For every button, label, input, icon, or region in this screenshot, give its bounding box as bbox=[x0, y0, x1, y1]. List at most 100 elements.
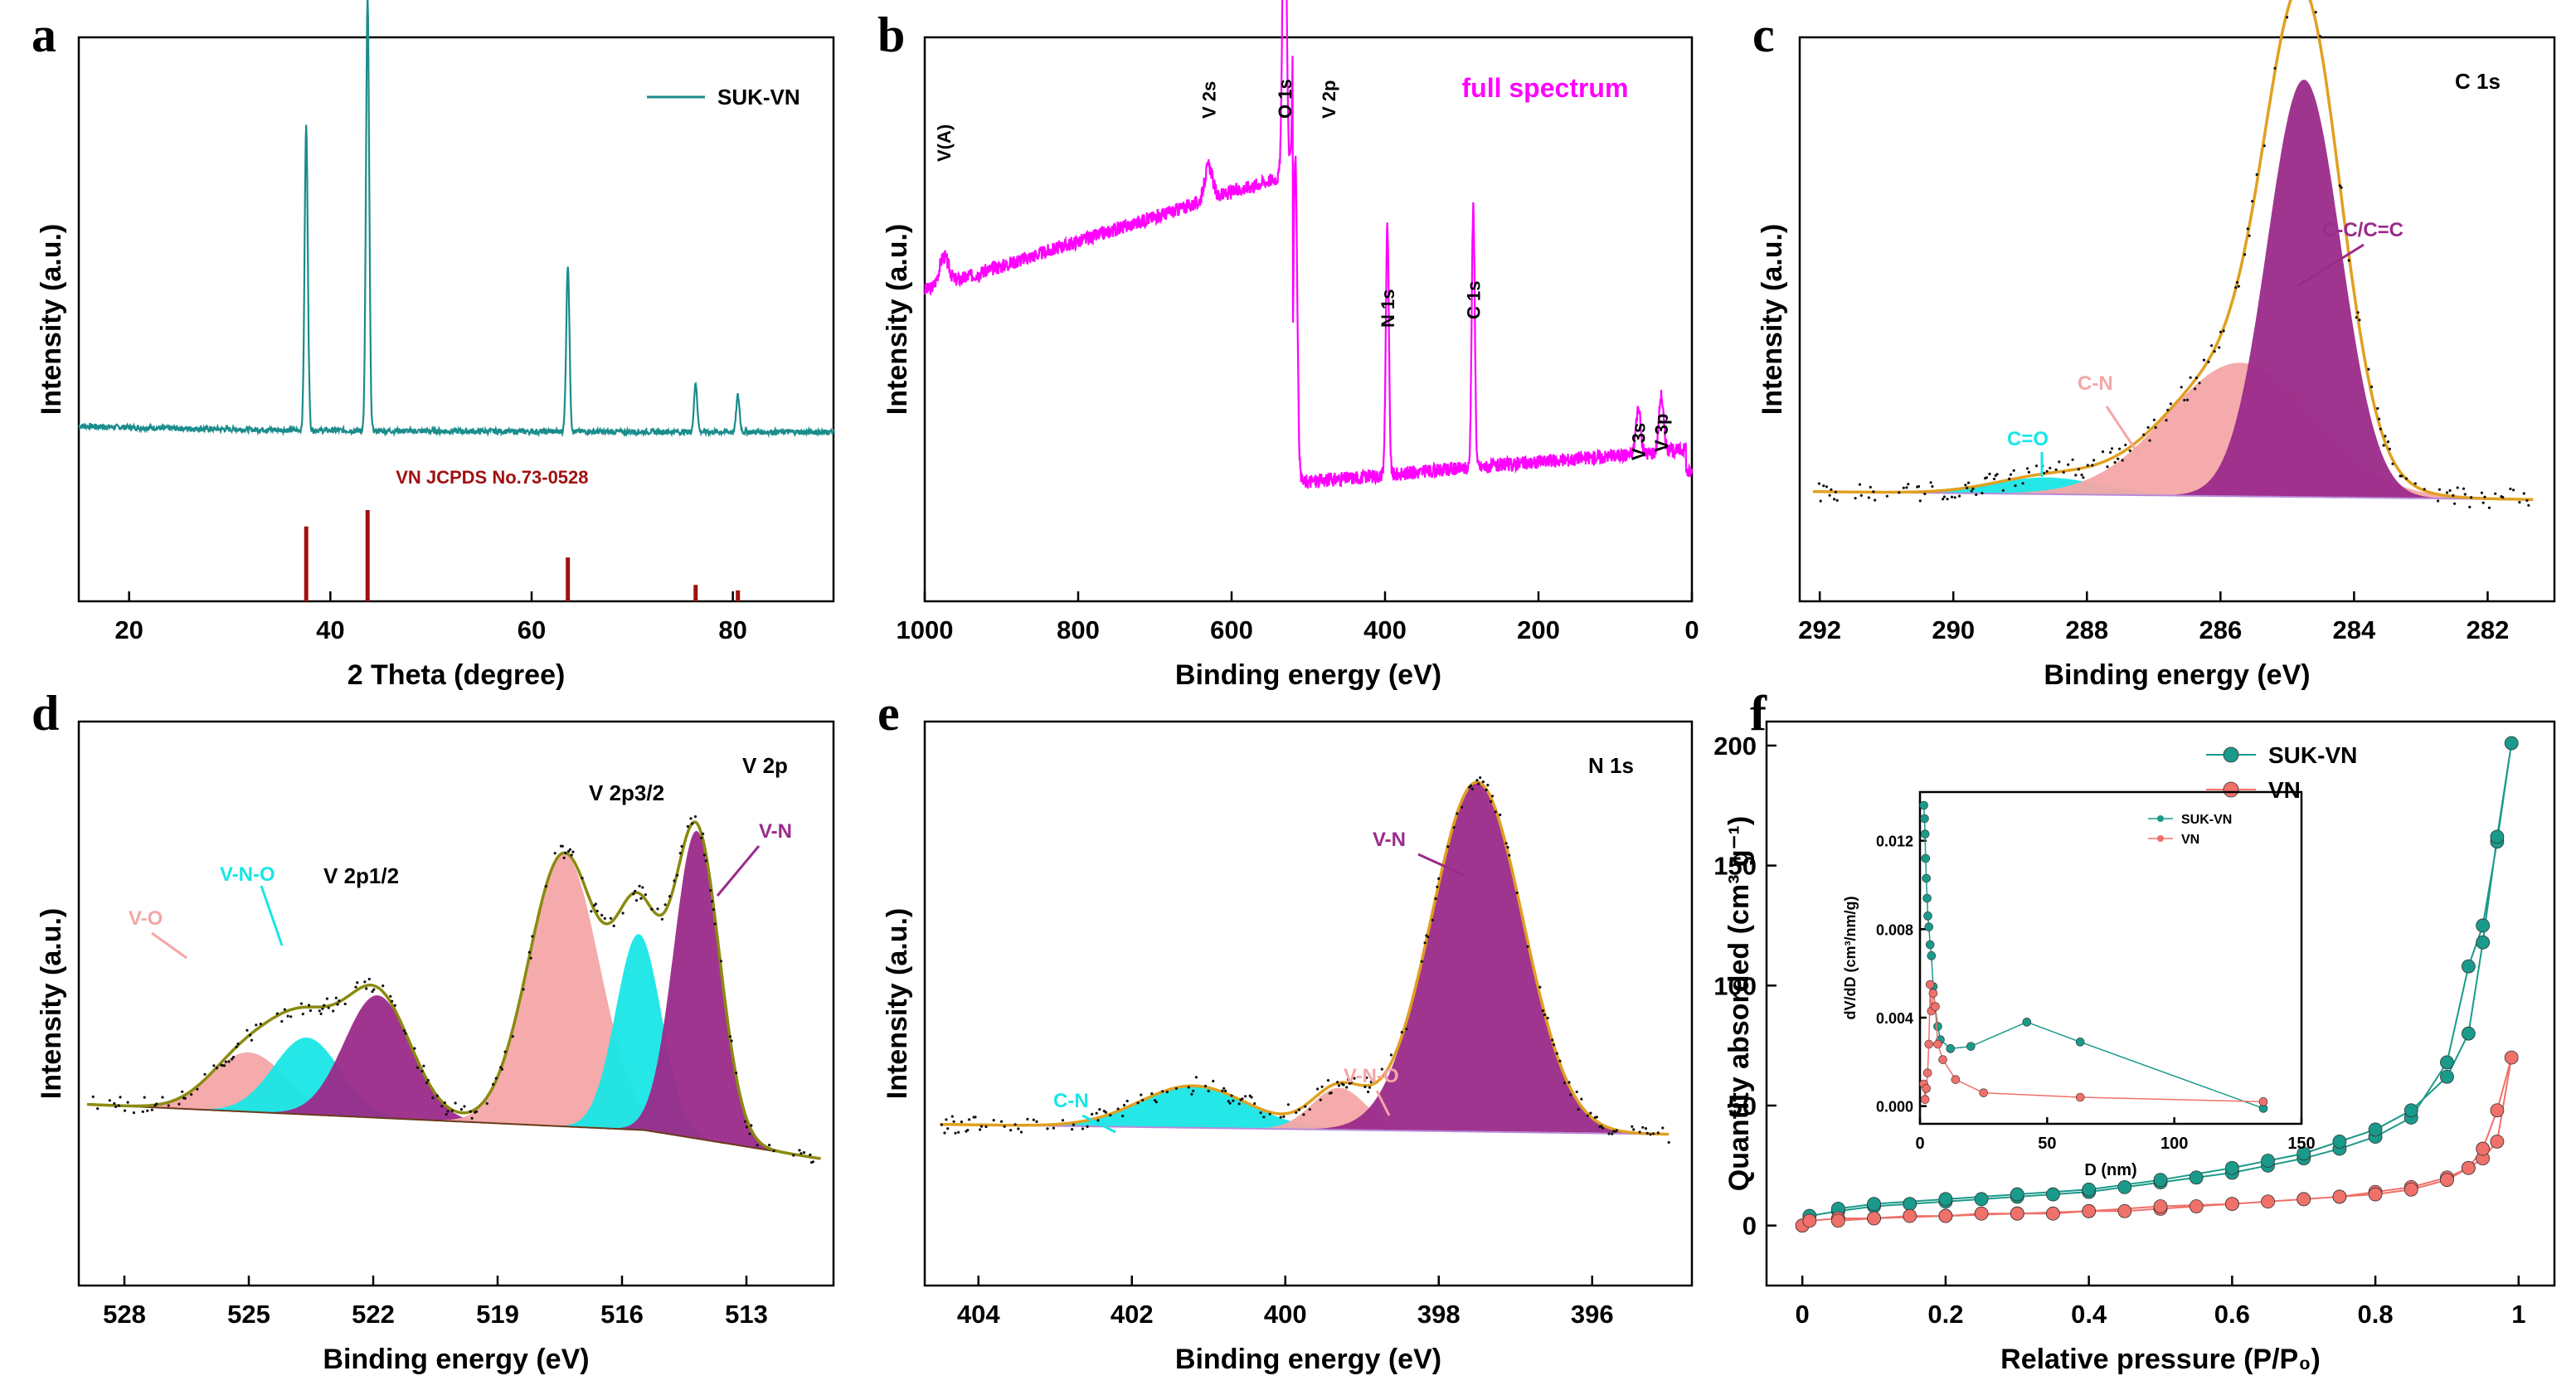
raw-data-point bbox=[1017, 1127, 1020, 1130]
raw-data-point bbox=[1282, 1115, 1286, 1118]
annotation-arrow bbox=[260, 885, 284, 946]
fit-component-v-n bbox=[940, 781, 1670, 1135]
inset-series-point bbox=[1922, 893, 1932, 903]
raw-data-point bbox=[307, 1004, 311, 1007]
raw-data-point bbox=[1481, 780, 1485, 784]
raw-data-point bbox=[327, 1006, 330, 1009]
raw-data-point bbox=[568, 848, 572, 851]
isotherm-point bbox=[2297, 1146, 2311, 1161]
raw-data-point bbox=[1902, 486, 1905, 489]
inset-series-point bbox=[1920, 829, 1930, 839]
raw-data-point bbox=[1437, 877, 1441, 880]
raw-data-point bbox=[2386, 440, 2390, 444]
inset-series-point bbox=[1946, 1044, 1956, 1053]
inset-series-point bbox=[1951, 1075, 1961, 1084]
annotation-arrow bbox=[1081, 1114, 1116, 1134]
raw-data-point bbox=[1347, 1077, 1350, 1082]
annotation-arrow bbox=[2297, 243, 2365, 288]
annotation-arrow bbox=[151, 931, 187, 960]
inset-x-tick-label: 0 bbox=[1915, 1135, 1924, 1153]
raw-data-point bbox=[1907, 483, 1910, 486]
raw-data-point bbox=[1035, 1120, 1038, 1123]
raw-data-point bbox=[1026, 1117, 1029, 1120]
panel-letter: e bbox=[877, 686, 900, 741]
raw-data-point bbox=[979, 1125, 983, 1128]
raw-data-point bbox=[255, 1023, 258, 1027]
raw-data-point bbox=[1116, 1107, 1120, 1111]
isotherm-point bbox=[2490, 1103, 2505, 1118]
raw-data-point bbox=[1988, 472, 1991, 476]
raw-data-point bbox=[2101, 450, 2105, 454]
raw-data-point bbox=[1830, 488, 1833, 491]
panel-letter: d bbox=[32, 686, 59, 741]
raw-data-point bbox=[215, 1067, 219, 1070]
x-axis-title: Relative pressure (P/P₀) bbox=[2000, 1344, 2321, 1375]
isotherm-point bbox=[2046, 1187, 2060, 1202]
raw-data-point bbox=[1302, 1113, 1305, 1116]
raw-data-point bbox=[735, 1072, 738, 1075]
raw-data-point bbox=[2074, 474, 2078, 477]
raw-data-point bbox=[2286, 16, 2289, 19]
raw-data-point bbox=[485, 1101, 488, 1106]
raw-data-point bbox=[2356, 311, 2360, 314]
raw-data-point bbox=[945, 1118, 948, 1121]
x-tick-label: 1000 bbox=[897, 615, 954, 644]
isotherm-point bbox=[2261, 1154, 2275, 1168]
raw-data-point bbox=[974, 1116, 977, 1119]
raw-data-point bbox=[309, 1009, 312, 1013]
raw-data-point bbox=[1508, 853, 1511, 857]
raw-data-point bbox=[1563, 1082, 1566, 1085]
raw-data-point bbox=[150, 1108, 153, 1111]
raw-data-point bbox=[1320, 1085, 1324, 1088]
isotherm-point bbox=[2461, 1160, 2476, 1175]
x-tick-label: 0 bbox=[1684, 615, 1699, 644]
raw-data-point bbox=[1400, 1031, 1403, 1034]
raw-data-point bbox=[2243, 253, 2247, 256]
raw-data-point bbox=[2448, 489, 2452, 493]
raw-data-point bbox=[286, 1014, 289, 1018]
raw-data-point bbox=[1859, 493, 1863, 498]
raw-data-point bbox=[1237, 1102, 1241, 1106]
raw-data-point bbox=[1872, 490, 1875, 493]
raw-data-point bbox=[1295, 1111, 1298, 1115]
isotherm-point bbox=[2332, 1189, 2347, 1204]
panel-b: b Binding energy (eV) Intensity (a.u.) 1000… bbox=[877, 0, 1699, 691]
isotherm-point bbox=[2117, 1203, 2132, 1218]
raw-data-point bbox=[319, 1012, 323, 1015]
raw-data-point bbox=[950, 1115, 954, 1118]
x-tick-label: 519 bbox=[476, 1300, 519, 1329]
inset-series-point bbox=[1924, 922, 1934, 931]
raw-data-point bbox=[2437, 488, 2441, 491]
isotherm-point bbox=[2261, 1194, 2275, 1209]
raw-data-point bbox=[2009, 473, 2013, 476]
raw-data-point bbox=[141, 1110, 144, 1113]
raw-data-point bbox=[1244, 1095, 1247, 1098]
background-line bbox=[1813, 490, 2534, 501]
legend-label: VN bbox=[2268, 777, 2301, 803]
raw-data-point bbox=[798, 1149, 801, 1152]
raw-data-point bbox=[2501, 496, 2505, 499]
inset-series-point bbox=[1920, 1095, 1930, 1104]
isotherm-point bbox=[2461, 1026, 2476, 1041]
panel-a: a 2 Theta (degree) Intensity (a.u.) 20 40 60 8… bbox=[32, 0, 835, 691]
inset-series-point bbox=[1928, 989, 1938, 998]
raw-data-point bbox=[2388, 447, 2391, 451]
x-tick-label: 528 bbox=[103, 1300, 146, 1329]
raw-data-point bbox=[2058, 460, 2061, 464]
raw-data-point bbox=[363, 980, 367, 984]
raw-data-point bbox=[1485, 788, 1488, 792]
raw-data-point bbox=[531, 935, 534, 938]
component-label: C-C/C=C bbox=[2322, 219, 2403, 241]
raw-data-point bbox=[402, 1029, 406, 1033]
raw-data-point bbox=[656, 907, 659, 911]
raw-data-point bbox=[435, 1094, 439, 1097]
raw-data-point bbox=[1546, 1016, 1549, 1020]
raw-data-point bbox=[1595, 1116, 1598, 1119]
raw-data-point bbox=[1253, 1102, 1256, 1106]
raw-data-point bbox=[1822, 484, 1825, 488]
raw-data-point bbox=[2008, 477, 2011, 481]
raw-data-point bbox=[2525, 498, 2529, 503]
raw-data-point bbox=[1446, 845, 1450, 848]
survey-spectrum-line bbox=[923, 0, 1694, 489]
raw-data-point bbox=[595, 909, 599, 913]
